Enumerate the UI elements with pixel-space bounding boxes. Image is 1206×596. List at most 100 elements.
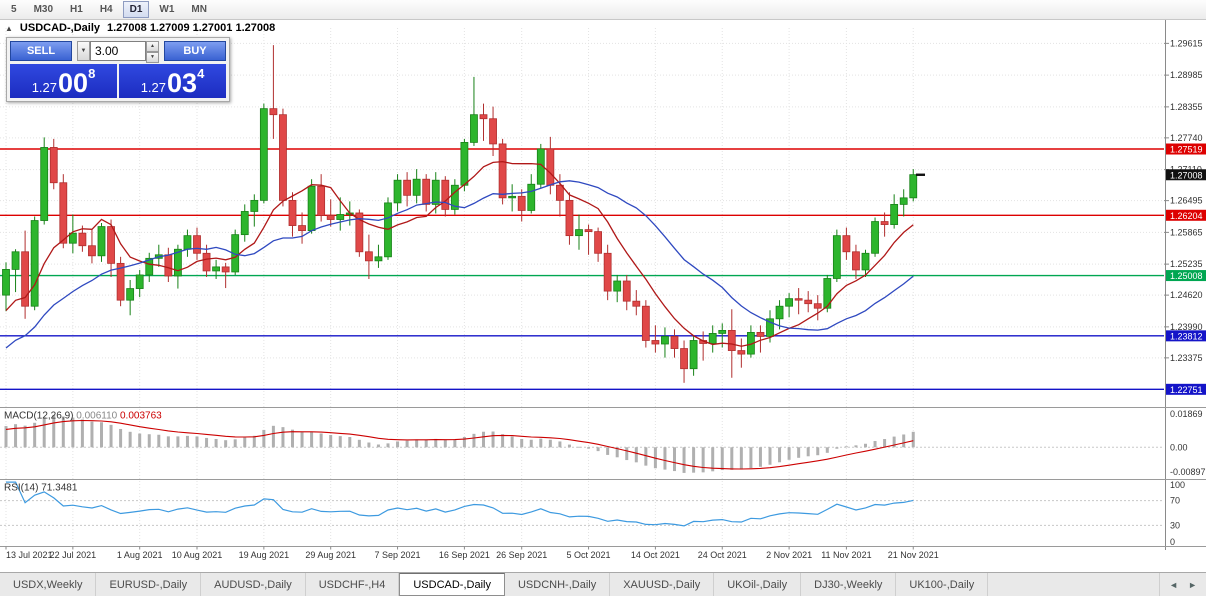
price-axis-label: 1.25865 [1170, 227, 1203, 237]
sell-price-display[interactable]: 1.27 00 8 [10, 64, 117, 98]
date-tick-label: 5 Oct 2021 [567, 550, 611, 560]
date-tick-label: 24 Oct 2021 [698, 550, 747, 560]
macd-histogram-bar [90, 421, 94, 448]
date-tick-label: 2 Nov 2021 [766, 550, 812, 560]
candlestick [68, 214, 77, 254]
timeframe-button-w1[interactable]: W1 [152, 1, 181, 18]
macd-histogram-bar [462, 436, 466, 448]
macd-histogram-bar [329, 435, 333, 448]
date-tick-label: 11 Nov 2021 [821, 550, 871, 560]
chart-tab-usdx-weekly[interactable]: USDX,Weekly [0, 573, 97, 596]
macd-histogram-bar [271, 425, 275, 448]
chart-tab-usdcnh-daily[interactable]: USDCNH-,Daily [505, 573, 611, 596]
macd-histogram-bar [739, 447, 743, 470]
volume-group: ▼ ▲ ▼ [77, 41, 159, 63]
tabs-scroll-left-icon[interactable]: ◄ [1169, 579, 1179, 590]
macd-histogram-bar [4, 426, 8, 448]
buy-button[interactable]: BUY [164, 41, 226, 61]
sell-button[interactable]: SELL [10, 41, 72, 61]
buy-price-display[interactable]: 1.27 03 4 [119, 64, 226, 98]
chart-canvas[interactable]: 1.296151.289851.283551.277401.271101.264… [0, 20, 1206, 572]
price-level-label: 1.22751 [1170, 385, 1203, 395]
date-tick-label: 26 Sep 2021 [496, 550, 547, 560]
candlestick [613, 274, 622, 303]
chart-tab-dj30-weekly[interactable]: DJ30-,Weekly [801, 573, 897, 596]
tabs-scroll-right-icon[interactable]: ► [1188, 579, 1197, 590]
macd-histogram-bar [520, 438, 524, 448]
macd-histogram-bar [434, 438, 438, 448]
macd-histogram-bar [883, 439, 887, 448]
rsi-axis-label: 30 [1170, 520, 1180, 530]
chart-title: ▲ USDCAD-,Daily 1.27008 1.27009 1.27001 … [5, 22, 275, 34]
stepper-up-icon[interactable]: ▲ [146, 41, 159, 52]
candlestick [584, 224, 593, 255]
chart-tab-ukoil-daily[interactable]: UKOil-,Daily [714, 573, 802, 596]
candlestick [59, 174, 68, 249]
volume-dropdown-button[interactable]: ▼ [77, 41, 90, 61]
price-axis-label: 1.23990 [1170, 322, 1203, 332]
chart-tab-audusd-daily[interactable]: AUDUSD-,Daily [201, 573, 306, 596]
macd-histogram-bar [902, 434, 906, 448]
chart-tab-eurusd-daily[interactable]: EURUSD-,Daily [96, 573, 202, 596]
chart-tab-usdcad-daily[interactable]: USDCAD-,Daily [399, 573, 505, 596]
candlestick [508, 184, 517, 212]
macd-histogram-bar [529, 439, 533, 448]
stepper-down-icon[interactable]: ▼ [146, 52, 159, 63]
candlestick [804, 291, 813, 313]
macd-histogram-bar [23, 425, 27, 448]
candlestick [775, 300, 784, 330]
macd-histogram-bar [100, 422, 103, 448]
collapse-panel-icon[interactable]: ▲ [5, 23, 13, 33]
macd-histogram-bar [673, 447, 676, 472]
timeframe-button-h1[interactable]: H1 [63, 1, 90, 18]
macd-histogram-bar [797, 447, 801, 458]
macd-histogram-bar [61, 416, 65, 448]
volume-input[interactable] [90, 41, 146, 61]
candlestick [336, 197, 345, 231]
candlestick [861, 249, 870, 277]
timeframe-button-5[interactable]: 5 [4, 1, 24, 18]
candlestick [307, 179, 316, 234]
chart-tab-xauusd-daily[interactable]: XAUUSD-,Daily [610, 573, 715, 596]
candlestick [603, 244, 612, 301]
ask-price-prefix: 1.27 [140, 80, 167, 95]
macd-histogram-bar [376, 444, 380, 448]
timeframe-button-m30[interactable]: M30 [27, 1, 60, 18]
macd-histogram-bar [634, 447, 638, 463]
price-axis-label: 1.26495 [1170, 196, 1203, 206]
candlestick [565, 192, 574, 245]
candlestick [326, 199, 335, 227]
date-tick-label: 13 Jul 2021 [6, 550, 53, 560]
macd-histogram-bar [835, 447, 839, 449]
macd-histogram-bar [491, 431, 495, 448]
candlestick [403, 172, 412, 207]
macd-histogram-bar [596, 447, 600, 452]
candlestick [517, 189, 526, 222]
candlestick [317, 174, 326, 222]
macd-axis-label: 0.01869 [1170, 409, 1203, 419]
macd-histogram-bar [224, 440, 228, 448]
chart-grid [0, 28, 1164, 544]
timeframe-button-mn[interactable]: MN [184, 1, 214, 18]
candlestick [575, 214, 583, 250]
macd-histogram-bar [844, 446, 848, 448]
macd-histogram-bar [195, 436, 199, 448]
macd-histogram-bar [310, 431, 314, 448]
ohlc-quote: 1.27008 1.27009 1.27001 1.27008 [107, 22, 276, 34]
volume-stepper: ▲ ▼ [146, 41, 159, 63]
macd-histogram-bar [405, 440, 409, 448]
timeframe-button-d1[interactable]: D1 [122, 1, 150, 18]
macd-axis-label: -0.00897 [1170, 467, 1206, 477]
macd-histogram-bar [453, 439, 457, 448]
timeframe-button-h4[interactable]: H4 [93, 1, 120, 18]
price-axis-label: 1.23375 [1170, 353, 1203, 363]
chart-tab-usdchf-h4[interactable]: USDCHF-,H4 [306, 573, 400, 596]
candlestick [88, 229, 96, 264]
candlestick [899, 189, 908, 217]
macd-histogram-bar [825, 447, 829, 453]
candlestick [97, 223, 106, 262]
date-tick-label: 14 Oct 2021 [631, 550, 680, 560]
chart-tab-uk100-daily[interactable]: UK100-,Daily [896, 573, 989, 596]
macd-histogram-bar [262, 429, 266, 448]
